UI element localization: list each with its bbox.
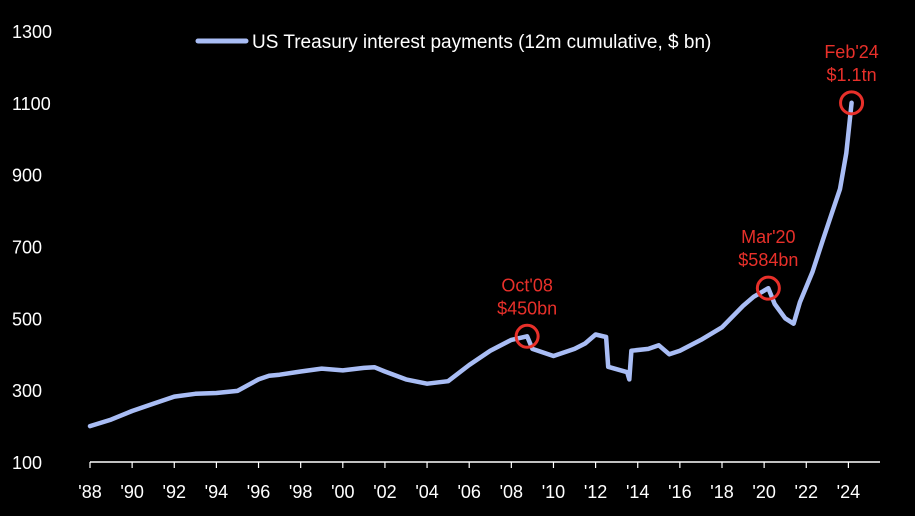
y-tick-label: 1100 <box>12 94 51 114</box>
y-tick-label: 500 <box>12 309 42 329</box>
legend-label: US Treasury interest payments (12m cumul… <box>252 32 711 53</box>
x-tick-label: '90 <box>120 482 143 502</box>
x-tick-label: '96 <box>247 482 270 502</box>
y-axis: 100 300 500 700 900 1100 1300 <box>12 22 52 473</box>
x-tick-label: '02 <box>373 482 396 502</box>
y-tick-label: 1300 <box>12 22 52 42</box>
annotation-label-value: $450bn <box>497 298 557 318</box>
y-tick-label: 300 <box>12 381 42 401</box>
x-tick-label: '98 <box>289 482 312 502</box>
x-tick-label: '10 <box>542 482 565 502</box>
x-tick-label: '24 <box>837 482 860 502</box>
legend: US Treasury interest payments (12m cumul… <box>195 32 711 53</box>
x-tick-label: '18 <box>710 482 733 502</box>
x-tick-label: '06 <box>457 482 480 502</box>
annotation-label-date: Mar'20 <box>741 227 795 247</box>
series-line <box>87 100 854 429</box>
y-tick-label: 700 <box>12 238 42 258</box>
x-tick-label: '04 <box>415 482 438 502</box>
x-axis: '88 '90 '92 '94 '96 '98 '00 '02 '04 '06 '08 '10 '12 '… <box>78 462 860 502</box>
x-tick-label: '14 <box>626 482 649 502</box>
annotation-marker <box>514 323 540 349</box>
x-tick-label: '16 <box>668 482 691 502</box>
x-tick-label: '94 <box>205 482 228 502</box>
x-tick-label: '08 <box>500 482 523 502</box>
x-tick-label: '00 <box>331 482 354 502</box>
annotation-marker <box>755 275 781 301</box>
x-tick-label: '88 <box>78 482 101 502</box>
x-tick-label: '12 <box>584 482 607 502</box>
x-tick-label: '22 <box>795 482 818 502</box>
annotation-marker <box>839 90 865 116</box>
annotation-label-date: Oct'08 <box>501 275 552 295</box>
annotation-label-date: Feb'24 <box>824 42 878 62</box>
annotation-label-value: $584bn <box>738 250 798 270</box>
y-tick-label: 900 <box>12 166 42 186</box>
y-tick-label: 100 <box>12 453 42 473</box>
x-tick-label: '92 <box>163 482 186 502</box>
annotations: Oct'08 $450bn Mar'20 $584bn Feb'24 $1.1tn <box>497 42 879 349</box>
annotation-label-value: $1.1tn <box>827 65 877 85</box>
x-tick-label: '20 <box>752 482 775 502</box>
